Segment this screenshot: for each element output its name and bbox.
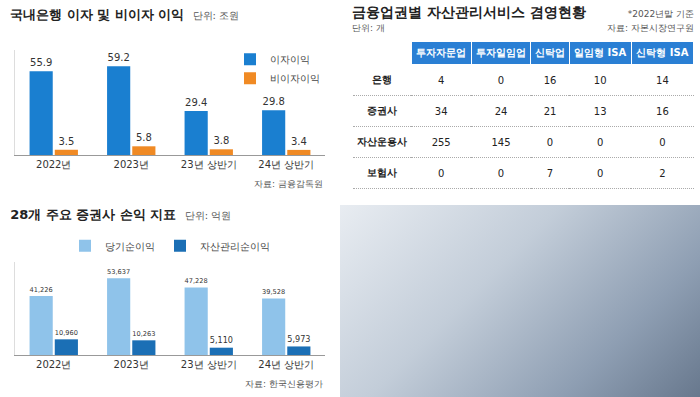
html-text:금융업권별 자산관리서비스 겸영현황: 금융업권별 자산관리서비스 겸영현황 [352,4,586,20]
html-text:0: 0 [659,136,666,148]
html-text:*2022년말 기준: *2022년말 기준 [627,9,694,19]
html-text:보험사: 보험사 [366,167,397,178]
svg-text:3.4: 3.4 [291,136,307,147]
html-text:0: 0 [497,74,505,86]
html-text:0: 0 [438,167,445,179]
html-text:14: 14 [656,74,669,86]
svg-text:28개 주요 증권사 손익 지표 단위: 억원: 28개 주요 증권사 손익 지표 단위: 억원 [10,207,231,222]
svg-text:24년 상반기: 24년 상반기 [258,159,314,170]
svg-text:39,528: 39,528 [262,288,285,296]
html-text:0: 0 [497,167,505,179]
html-text:신탁형 ISA: 신탁형 ISA [636,47,689,58]
html-text:34: 34 [434,105,448,117]
svg-text:29.4: 29.4 [185,97,207,108]
svg-text:이자이익: 이자이익 [270,54,310,65]
html-text:투자자문업: 투자자문업 [416,47,467,58]
svg-text:55.9: 55.9 [30,57,52,68]
html-text:13: 13 [593,105,607,117]
html-text:10: 10 [593,74,607,86]
html-text:16: 16 [543,74,557,86]
svg-text:2023년: 2023년 [114,159,149,170]
html-text:은행: 은행 [371,74,392,85]
html-text:신탁업: 신탁업 [535,47,565,58]
svg-text:24년 상반기: 24년 상반기 [258,359,314,370]
html-text:4: 4 [438,74,445,86]
html-text:21: 21 [543,105,557,117]
svg-text:3.8: 3.8 [213,135,229,146]
svg-text:국내은행 이자 및 비이자 이익 단위: 조원: 국내은행 이자 및 비이자 이익 단위: 조원 [10,7,239,22]
svg-text:10,263: 10,263 [132,330,155,338]
svg-text:2022년: 2022년 [36,359,71,370]
svg-text:자료: 한국신용평가: 자료: 한국신용평가 [245,379,323,389]
svg-text:53,637: 53,637 [107,268,130,276]
html-text:7: 7 [546,167,554,179]
svg-text:2022년: 2022년 [36,159,71,170]
svg-text:5.8: 5.8 [136,132,152,143]
svg-text:59.2: 59.2 [108,52,130,63]
svg-text:3.5: 3.5 [58,136,74,147]
html-text:24: 24 [494,105,508,117]
svg-text:47,228: 47,228 [185,277,208,285]
svg-text:10,960: 10,960 [55,329,78,337]
svg-text:23년 상반기: 23년 상반기 [181,159,237,170]
html-text:자료: 자본시장연구원: 자료: 자본시장연구원 [607,23,694,33]
html-text:자산운용사: 자산운용사 [356,136,407,147]
html-text:증권사: 증권사 [366,105,397,116]
svg-text:29.8: 29.8 [263,96,285,107]
svg-text:23년 상반기: 23년 상반기 [181,359,237,370]
html-text:일임형 ISA: 일임형 ISA [574,47,627,58]
svg-text:자료: 금융감독원: 자료: 금융감독원 [254,179,323,189]
svg-text:2023년: 2023년 [114,359,149,370]
html-text:0: 0 [597,167,604,179]
html-text:2: 2 [659,167,666,179]
svg-text:당기순이익: 당기순이익 [105,241,155,252]
html-text:145: 145 [491,136,511,148]
svg-text:5,110: 5,110 [210,335,233,345]
html-text:255: 255 [431,136,451,148]
svg-text:비이자이익: 비이자이익 [270,73,320,84]
html-text:0: 0 [546,136,554,148]
svg-text:5,973: 5,973 [287,334,310,344]
html-text:0: 0 [597,136,604,148]
html-text:투자일임업: 투자일임업 [476,47,526,58]
html-text:16: 16 [656,105,669,117]
svg-text:41,226: 41,226 [30,286,53,294]
html-text:단위: 개: 단위: 개 [352,23,385,33]
svg-text:자산관리순이익: 자산관리순이익 [200,241,270,252]
